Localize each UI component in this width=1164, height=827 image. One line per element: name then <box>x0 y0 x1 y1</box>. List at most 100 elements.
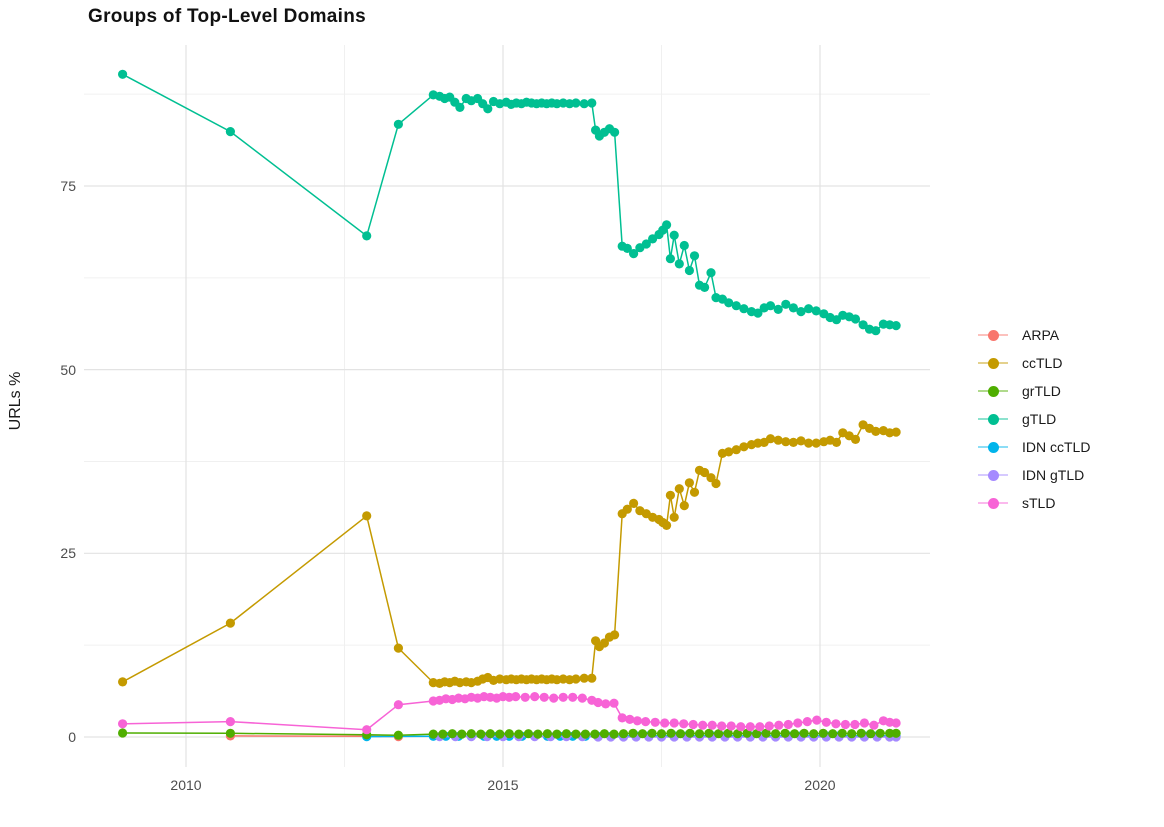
legend-key-icon <box>978 497 1008 509</box>
series-point-grtld <box>561 729 571 739</box>
x-tick-label: 2015 <box>487 777 519 793</box>
series-point-grtld <box>609 729 619 739</box>
series-point-gtld <box>587 98 597 108</box>
series-point-grtld <box>799 728 809 738</box>
legend-key-icon <box>978 385 1008 397</box>
legend: ARPA ccTLD grTLD gTLD IDN ccTLD IDN gTLD sTLD <box>978 321 1090 517</box>
series-point-grtld <box>723 728 733 738</box>
series-point-stld <box>783 719 793 730</box>
series-point-grtld <box>685 728 695 738</box>
x-tick-label: 2020 <box>804 777 836 793</box>
series-point-grtld <box>628 728 638 738</box>
series-point-stld <box>821 717 831 727</box>
series-point-cctld <box>804 438 814 448</box>
series-point-grtld <box>637 729 648 739</box>
series-point-gtld <box>225 127 235 137</box>
series-point-grtld <box>504 729 514 739</box>
series-point-grtld <box>476 729 486 739</box>
series-point-gtld <box>648 234 658 244</box>
series-point-stld <box>601 699 611 709</box>
series-point-stld <box>802 717 812 727</box>
series-point-gtld <box>788 303 799 313</box>
chart-title: Groups of Top-Level Domains <box>88 6 366 27</box>
series-point-stld <box>669 718 679 728</box>
series-point-grtld <box>875 728 885 738</box>
series-point-grtld <box>847 729 857 739</box>
series-point-stld <box>593 697 603 708</box>
series-point-stld <box>736 722 746 732</box>
series-point-cctld <box>871 426 881 436</box>
series-point-gtld <box>739 304 749 314</box>
series-point-cctld <box>629 498 639 508</box>
series-point-gtld <box>858 320 868 330</box>
series-point-stld <box>641 717 651 727</box>
series-point-grtld <box>466 729 476 739</box>
series-point-grtld <box>656 729 667 739</box>
series-point-gtld <box>629 249 639 259</box>
series-point-cctld <box>788 437 799 447</box>
series-point-cctld <box>674 484 684 494</box>
series-point-stld <box>520 692 530 702</box>
series-point-grtld <box>694 729 705 739</box>
series-point-gtld <box>622 243 632 253</box>
series-point-grtld <box>752 729 762 739</box>
series-point-gtld <box>641 239 651 249</box>
series-point-stld <box>891 718 901 728</box>
series-point-grtld <box>885 728 895 738</box>
series-point-stld <box>539 692 549 702</box>
legend-key-icon <box>978 413 1008 425</box>
series-point-cctld <box>700 467 710 478</box>
series-point-cctld <box>831 437 842 447</box>
series-point-gtld <box>850 314 861 324</box>
series-point-cctld <box>362 511 372 521</box>
series-point-gtld <box>811 306 821 316</box>
legend-item-grtld: grTLD <box>978 377 1090 405</box>
series-point-gtld <box>669 230 679 240</box>
series-point-stld <box>118 719 128 729</box>
series-point-gtld <box>362 231 372 241</box>
series-point-stld <box>393 700 403 710</box>
series-point-stld <box>688 719 698 730</box>
series-point-stld <box>679 719 689 729</box>
series-point-grtld <box>666 728 676 738</box>
series-point-stld <box>511 692 521 702</box>
series-point-cctld <box>689 487 700 497</box>
y-tick-label: 75 <box>60 177 76 194</box>
series-point-gtld <box>483 104 493 114</box>
series-point-stld <box>558 692 568 702</box>
series-point-stld <box>577 693 587 703</box>
legend-key-icon <box>978 357 1008 369</box>
plot-panel <box>84 45 930 767</box>
series-point-cctld <box>765 434 776 444</box>
series-point-gtld <box>684 265 695 276</box>
legend-item-arpa: ARPA <box>978 321 1090 349</box>
legend-label: sTLD <box>1022 495 1056 511</box>
series-point-cctld <box>781 437 791 447</box>
series-point-cctld <box>711 478 721 489</box>
series-point-grtld <box>733 729 743 739</box>
series-point-grtld <box>533 729 543 739</box>
series-point-grtld <box>514 729 524 739</box>
series-point-gtld <box>571 98 581 108</box>
legend-label: ccTLD <box>1022 355 1063 371</box>
series-point-gtld <box>579 99 589 109</box>
series-point-gtld <box>662 220 672 230</box>
legend-item-gtld: gTLD <box>978 405 1090 433</box>
series-point-grtld <box>542 729 552 739</box>
series-point-grtld <box>647 728 657 738</box>
series-point-cctld <box>684 478 695 488</box>
legend-key-icon <box>978 329 1008 341</box>
series-point-gtld <box>781 299 791 309</box>
series-point-gtld <box>871 326 881 336</box>
series-point-grtld <box>704 728 714 738</box>
series-point-gtld <box>610 127 620 137</box>
series-point-stld <box>840 719 851 730</box>
series-point-grtld <box>225 728 235 738</box>
legend-key-icon <box>978 441 1008 453</box>
series-point-gtld <box>455 102 465 112</box>
series-point-grtld <box>485 729 495 739</box>
series-point-gtld <box>700 282 710 292</box>
series-point-grtld <box>495 729 505 739</box>
series-point-cctld <box>393 643 403 653</box>
series-point-grtld <box>790 729 800 739</box>
